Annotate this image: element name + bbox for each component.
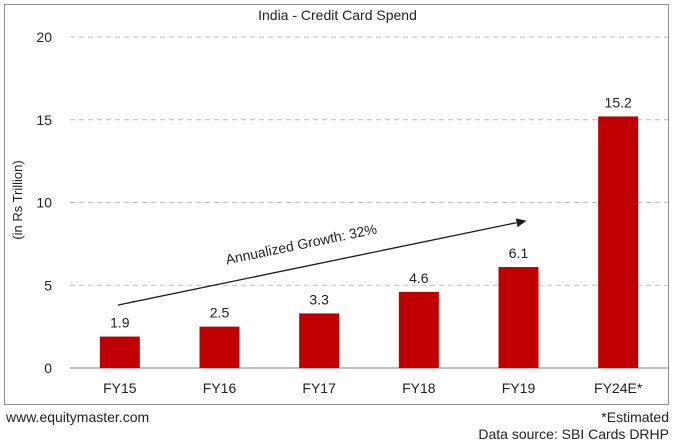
x-tick-label: FY17 [302, 380, 336, 396]
growth-arrow-line [117, 222, 517, 306]
gridlines [70, 36, 668, 369]
bar-fy18 [398, 291, 439, 368]
chart-title: India - Credit Card Spend [258, 7, 417, 23]
bar-fy17 [299, 313, 340, 368]
footer-notes: *Estimated Data source: SBI Cards DRHP [478, 409, 669, 443]
bar-fy16 [199, 326, 240, 368]
data-labels: 1.9 2.5 3.3 4.6 6.1 15.2 [110, 94, 632, 330]
bar-fy19 [498, 267, 539, 368]
x-tick-label: FY18 [402, 380, 436, 396]
x-axis-ticks: FY15 FY16 FY17 FY18 FY19 FY24E* [103, 380, 643, 396]
y-tick-label: 10 [36, 195, 52, 211]
data-label: 15.2 [605, 94, 632, 110]
data-source: Data source: SBI Cards DRHP [478, 426, 669, 442]
y-tick-label: 15 [36, 112, 52, 128]
bars [99, 116, 639, 368]
bar-fy15 [99, 336, 140, 368]
data-label: 6.1 [509, 245, 529, 261]
x-tick-label: FY19 [502, 380, 536, 396]
y-tick-label: 0 [44, 360, 52, 376]
bar-fy24e [598, 116, 639, 368]
y-tick-label: 20 [36, 29, 52, 45]
data-label: 2.5 [210, 305, 230, 321]
y-axis-ticks: 0 5 10 15 20 [36, 29, 52, 376]
estimated-note: *Estimated [601, 409, 669, 425]
y-axis-label: (in Rs Trillion) [10, 160, 25, 239]
website-credit: www.equitymaster.com [6, 409, 150, 425]
x-tick-label: FY24E* [594, 380, 643, 396]
growth-arrow-head [515, 218, 527, 228]
x-tick-label: FY16 [203, 380, 237, 396]
x-tick-label: FY15 [103, 380, 137, 396]
growth-annotation-text: Annualized Growth: 32% [224, 221, 378, 268]
data-label: 1.9 [110, 315, 130, 331]
data-label: 4.6 [409, 270, 429, 286]
data-label: 3.3 [309, 291, 329, 307]
y-tick-label: 5 [44, 277, 52, 293]
